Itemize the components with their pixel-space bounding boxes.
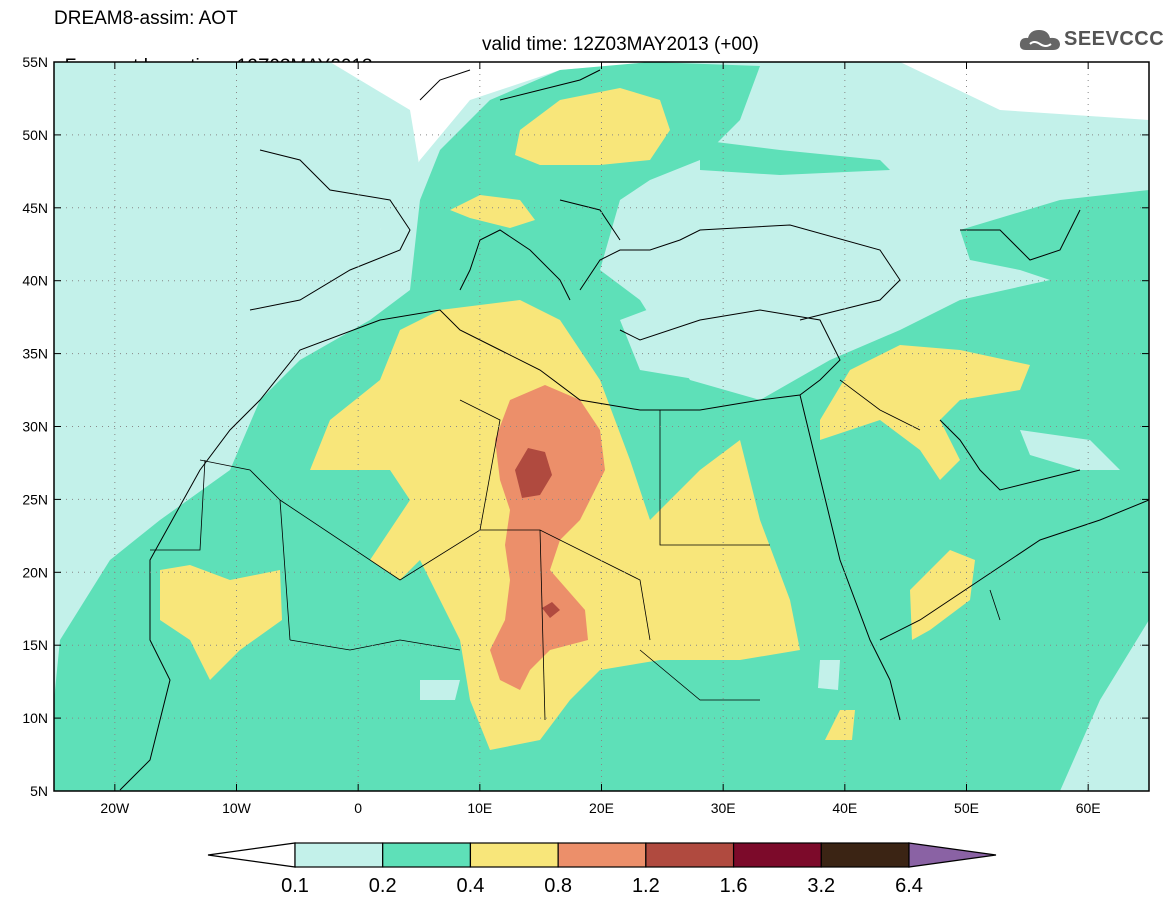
aot-region-low-upper-left: [250, 62, 420, 230]
lon-tick-label: 0: [354, 800, 362, 816]
title-line-1: DREAM8-assim: AOT: [54, 8, 238, 29]
colorbar-label: 0.8: [544, 875, 572, 897]
cloud-icon: [1019, 30, 1060, 50]
colorbar-label: 0.2: [369, 875, 397, 897]
aot-region-high-alps: [450, 195, 535, 228]
colorbar-label: 3.2: [807, 875, 835, 897]
lon-tick-label: 30E: [711, 800, 736, 816]
colorbar-label: 0.1: [281, 875, 309, 897]
aot-region-moderate-east: [960, 190, 1149, 300]
borders: [150, 379, 1001, 721]
lon-tick-label: 20W: [100, 800, 130, 816]
aot-region-high-west: [160, 565, 282, 680]
lon-tick-label: 60E: [1076, 800, 1101, 816]
valid-time: valid time: 12Z03MAY2013 (+00): [482, 34, 759, 55]
colorbar-swatch: [382, 842, 472, 868]
colorbar-label: 1.2: [632, 875, 660, 897]
grid-lines: [54, 62, 1149, 791]
aot-clear-west-africa: [420, 680, 460, 700]
coastlines: [119, 69, 1149, 791]
lat-tick-label: 10N: [22, 710, 48, 726]
colorbar-swatch: [645, 842, 735, 868]
lon-tick-label: 50E: [954, 800, 979, 816]
colorbar-swatch: [557, 842, 647, 868]
colorbar-swatch: [294, 842, 384, 868]
lat-tick-label: 25N: [22, 491, 48, 507]
aot-region-high-mideast: [820, 345, 1030, 480]
aot-clear-black-sea: [700, 230, 900, 300]
lat-tick-label: 20N: [22, 564, 48, 580]
colorbar-arrow-low: [207, 842, 296, 868]
lat-tick-label: 30N: [22, 419, 48, 435]
brand-logo: SEEVCCC: [1018, 24, 1164, 56]
colorbar: 0.1 0.2 0.4 0.8 1.2 1.6 3.2 6.4: [207, 842, 997, 897]
lat-tick-label: 55N: [22, 54, 48, 70]
aot-clear-horn: [818, 660, 840, 690]
aot-clear-mediterranean: [620, 290, 780, 380]
aot-region-very-high: [490, 385, 605, 690]
aot-region-high-europe: [515, 88, 670, 165]
lat-tick-label: 40N: [22, 273, 48, 289]
aot-region-extreme-south: [542, 602, 560, 618]
colorbar-label: 0.4: [457, 875, 485, 897]
lon-tick-label: 20E: [589, 800, 614, 816]
lat-tick-label: 35N: [22, 346, 48, 362]
lon-tick-label: 10E: [467, 800, 492, 816]
colorbar-label: 6.4: [895, 875, 923, 897]
lat-tick-label: 15N: [22, 637, 48, 653]
lon-axis: 20W 10W 0 10E 20E 30E 40E 50E 60E: [100, 62, 1101, 816]
colorbar-swatch: [732, 842, 822, 868]
lat-tick-label: 45N: [22, 200, 48, 216]
lat-tick-label: 50N: [22, 127, 48, 143]
colorbar-swatch: [469, 842, 559, 868]
lon-tick-label: 10W: [222, 800, 252, 816]
aot-region-moderate-north: [700, 140, 890, 175]
lon-tick-label: 40E: [832, 800, 857, 816]
colorbar-arrow-high: [908, 842, 997, 868]
brand-name: SEEVCCC: [1064, 28, 1165, 50]
colorbar-swatch: [820, 842, 910, 868]
aot-region-high-yemen: [910, 550, 975, 640]
lat-tick-label: 5N: [30, 783, 48, 799]
aot-region-high-ethiopia: [825, 710, 855, 740]
colorbar-label: 1.6: [720, 875, 748, 897]
aot-clear-arabia: [1020, 430, 1120, 470]
lat-axis: 55N 50N 45N 40N 35N 30N 25N 20N 15N 10N 5N: [22, 54, 1149, 799]
aot-region-extreme: [515, 448, 552, 498]
